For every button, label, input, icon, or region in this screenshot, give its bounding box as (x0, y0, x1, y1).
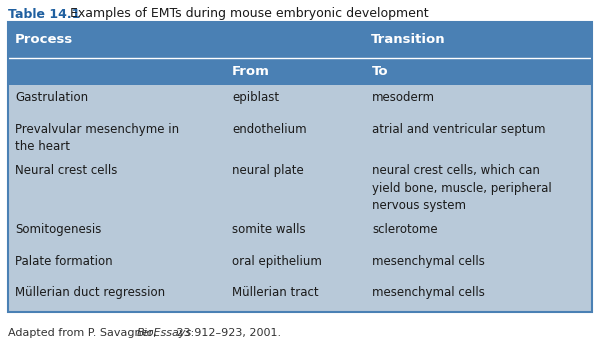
Text: From: From (232, 65, 270, 78)
Text: epiblast: epiblast (232, 91, 279, 104)
Text: BioEssays: BioEssays (137, 328, 192, 338)
Text: 23:912–923, 2001.: 23:912–923, 2001. (173, 328, 281, 338)
Text: Gastrulation: Gastrulation (15, 91, 88, 104)
Text: To: To (372, 65, 389, 78)
Text: somite walls: somite walls (232, 223, 305, 236)
Text: endothelium: endothelium (232, 123, 307, 136)
Text: Table 14.1: Table 14.1 (8, 8, 80, 21)
Bar (8, 22, 592, 312)
Bar (8, 57, 592, 85)
Text: mesoderm: mesoderm (372, 91, 435, 104)
Text: sclerotome: sclerotome (372, 223, 437, 236)
Text: Examples of EMTs during mouse embryonic development: Examples of EMTs during mouse embryonic … (66, 8, 428, 21)
Text: Prevalvular mesenchyme in
the heart: Prevalvular mesenchyme in the heart (15, 123, 179, 153)
Text: Somitogenesis: Somitogenesis (15, 223, 101, 236)
Text: oral epithelium: oral epithelium (232, 255, 322, 268)
Text: Transition: Transition (371, 33, 446, 46)
Bar (8, 249, 592, 280)
Bar (8, 22, 592, 57)
Text: Palate formation: Palate formation (15, 255, 113, 268)
Text: Process: Process (15, 33, 73, 46)
Text: Müllerian tract: Müllerian tract (232, 287, 319, 300)
Bar (8, 280, 592, 312)
Text: atrial and ventricular septum: atrial and ventricular septum (372, 123, 545, 136)
Bar (8, 117, 592, 158)
Bar (8, 85, 592, 117)
Text: mesenchymal cells: mesenchymal cells (372, 255, 485, 268)
Text: Neural crest cells: Neural crest cells (15, 164, 118, 177)
Text: neural crest cells, which can
yield bone, muscle, peripheral
nervous system: neural crest cells, which can yield bone… (372, 164, 552, 212)
Bar (8, 158, 592, 217)
Text: Müllerian duct regression: Müllerian duct regression (15, 287, 165, 300)
Bar (8, 217, 592, 249)
Text: Adapted from P. Savagner,: Adapted from P. Savagner, (8, 328, 160, 338)
Text: mesenchymal cells: mesenchymal cells (372, 287, 485, 300)
Text: neural plate: neural plate (232, 164, 304, 177)
